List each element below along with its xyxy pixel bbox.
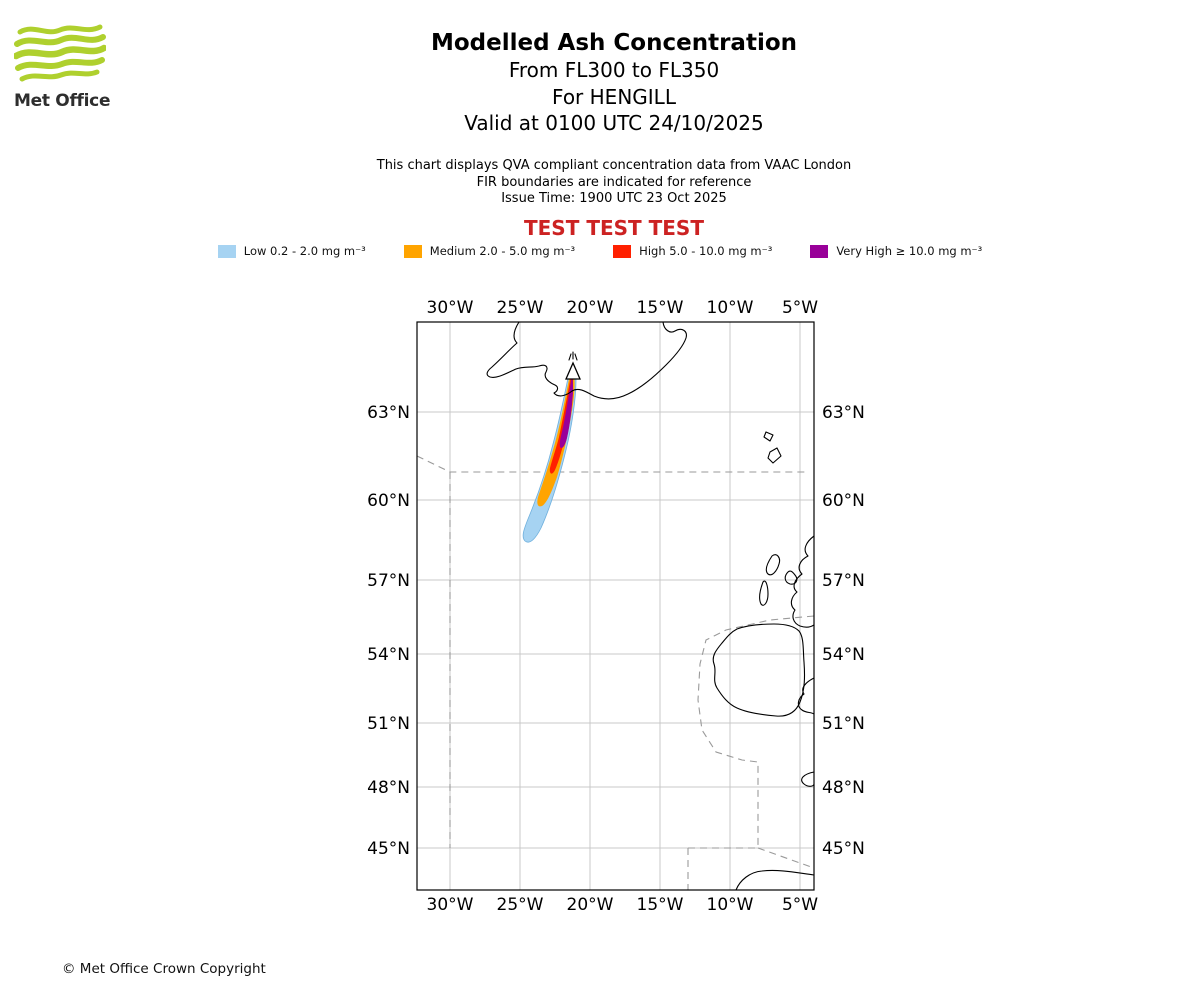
subtitle-volcano: For HENGILL <box>552 84 676 109</box>
legend-swatch-very_high <box>810 244 829 258</box>
axis-label: 15°W <box>637 298 684 318</box>
legend-item-medium: Medium 2.0 - 5.0 mg m⁻³ <box>403 244 576 258</box>
axis-label: 25°W <box>497 895 544 915</box>
axis-label: 10°W <box>707 298 754 318</box>
subtitle-flight-levels: From FL300 to FL350 <box>508 58 720 82</box>
legend: Low 0.2 - 2.0 mg m⁻³ Medium 2.0 - 5.0 mg … <box>0 244 1200 258</box>
axis-label: 20°W <box>567 895 614 915</box>
axis-label: 30°W <box>427 895 474 915</box>
axis-label: 48°N <box>822 778 865 798</box>
axis-label: 10°W <box>707 895 754 915</box>
volcano-marker-icon <box>565 351 581 380</box>
axis-label: 48°N <box>367 778 410 798</box>
note-issue-time: Issue Time: 1900 UTC 23 Oct 2025 <box>501 191 727 206</box>
legend-swatch-low <box>217 244 236 258</box>
axis-label: 25°W <box>497 298 544 318</box>
legend-swatch-high <box>613 244 632 258</box>
ash-plume <box>522 370 577 543</box>
coast-scotland <box>790 535 814 628</box>
logo-brand: Met Office <box>14 91 111 111</box>
axis-label: 51°N <box>367 714 410 734</box>
axis-label: 30°W <box>427 298 474 318</box>
notes: This chart displays QVA compliant concen… <box>14 158 1200 208</box>
axis-label: 20°W <box>567 298 614 318</box>
axis-label: 63°N <box>367 403 410 423</box>
fir-boundaries <box>417 455 814 890</box>
legend-item-low: Low 0.2 - 2.0 mg m⁻³ <box>217 244 366 258</box>
axis-label: 51°N <box>822 714 865 734</box>
axis-label: 15°W <box>637 895 684 915</box>
header: Modelled Ash Concentration From FL300 to… <box>14 30 1200 137</box>
subtitle-valid-time: Valid at 0100 UTC 24/10/2025 <box>464 111 764 135</box>
legend-label-medium: Medium 2.0 - 5.0 mg m⁻³ <box>429 244 576 258</box>
axis-label: 60°N <box>367 491 410 511</box>
axis-label: 54°N <box>367 645 410 665</box>
legend-item-very_high: Very High ≥ 10.0 mg m⁻³ <box>810 244 982 258</box>
coast-brittany <box>801 771 814 787</box>
coast-ireland <box>712 623 806 717</box>
map-frame <box>416 321 815 891</box>
coast-iceland <box>486 322 687 400</box>
axis-label: 45°N <box>367 839 410 859</box>
legend-item-high: High 5.0 - 10.0 mg m⁻³ <box>613 244 772 258</box>
note-qva: This chart displays QVA compliant concen… <box>376 158 852 173</box>
coast-faroes <box>763 431 782 464</box>
axis-label: 63°N <box>822 403 865 423</box>
coastlines <box>486 322 814 890</box>
legend-swatch-medium <box>403 244 422 258</box>
test-banner: TEST TEST TEST <box>524 216 704 240</box>
legend-label-high: High 5.0 - 10.0 mg m⁻³ <box>639 244 773 258</box>
plume-very-high <box>559 376 573 448</box>
plume-high <box>549 374 573 474</box>
met-office-logo: Met Office <box>12 22 134 111</box>
logo-waves-icon <box>12 24 108 82</box>
axis-label: 60°N <box>822 491 865 511</box>
axis-label: 5°W <box>782 298 818 318</box>
map: 30°W 30°W 25°W 25°W 20°W 20°W 15°W 15°W 10°W 10°W… <box>367 298 865 915</box>
page-title: Modelled Ash Concentration <box>430 30 798 56</box>
axis-label: 5°W <box>782 895 818 915</box>
axis-label: 45°N <box>822 839 865 859</box>
copyright: © Met Office Crown Copyright <box>62 961 266 977</box>
map-grid <box>417 322 814 890</box>
coast-spain <box>735 869 814 890</box>
coast-wales <box>797 677 814 715</box>
axis-label: 57°N <box>822 571 865 591</box>
axis-label: 57°N <box>367 571 410 591</box>
note-fir: FIR boundaries are indicated for referen… <box>476 174 752 190</box>
coast-hebrides <box>758 554 798 606</box>
legend-label-very_high: Very High ≥ 10.0 mg m⁻³ <box>836 244 983 258</box>
legend-label-low: Low 0.2 - 2.0 mg m⁻³ <box>243 244 366 258</box>
axis-label: 54°N <box>822 645 865 665</box>
